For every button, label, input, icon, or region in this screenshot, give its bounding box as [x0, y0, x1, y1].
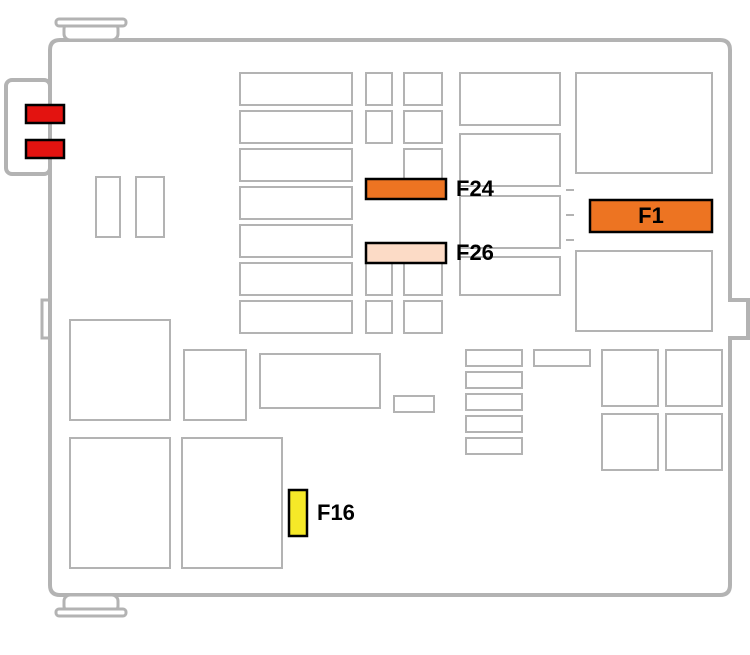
slot-26	[260, 354, 380, 408]
slot-3	[240, 111, 352, 143]
slot-30	[466, 394, 522, 410]
fuse-F16	[289, 490, 307, 536]
slot-10	[366, 111, 392, 143]
slot-13	[404, 73, 442, 105]
fuse-F26	[366, 243, 446, 263]
fuse-F24	[366, 179, 446, 199]
fusebox-diagram: F19F18F24F26F1F16	[0, 0, 750, 655]
slot-11	[366, 263, 392, 295]
label-F16: F16	[317, 500, 355, 525]
slot-22	[576, 73, 712, 173]
slot-2	[240, 73, 352, 105]
cap-1	[56, 19, 126, 26]
fuse-F19	[26, 105, 64, 123]
slot-4	[240, 149, 352, 181]
slot-14	[404, 111, 442, 143]
slot-15	[404, 149, 442, 181]
fuse-F18	[26, 140, 64, 158]
slot-38	[70, 438, 170, 568]
slot-34	[602, 350, 658, 406]
slot-27	[394, 396, 434, 412]
cap-3	[56, 609, 126, 616]
slot-31	[466, 416, 522, 432]
slot-18	[460, 73, 560, 125]
slot-1	[136, 177, 164, 237]
slot-6	[240, 225, 352, 257]
label-F26: F26	[456, 240, 494, 265]
slot-29	[466, 372, 522, 388]
slot-25	[184, 350, 246, 420]
slot-7	[240, 263, 352, 295]
slot-8	[240, 301, 352, 333]
slot-39	[182, 438, 282, 568]
slot-28	[466, 350, 522, 366]
slot-37	[666, 414, 722, 470]
slot-12	[366, 301, 392, 333]
label-F24: F24	[456, 176, 495, 201]
slot-35	[666, 350, 722, 406]
slot-23	[576, 251, 712, 331]
slot-17	[404, 301, 442, 333]
slot-16	[404, 263, 442, 295]
side-connector	[6, 80, 50, 174]
slot-0	[96, 177, 120, 237]
slot-24	[70, 320, 170, 420]
slot-9	[366, 73, 392, 105]
slot-32	[466, 438, 522, 454]
label-F1: F1	[638, 203, 664, 228]
slot-5	[240, 187, 352, 219]
slot-36	[602, 414, 658, 470]
slot-33	[534, 350, 590, 366]
